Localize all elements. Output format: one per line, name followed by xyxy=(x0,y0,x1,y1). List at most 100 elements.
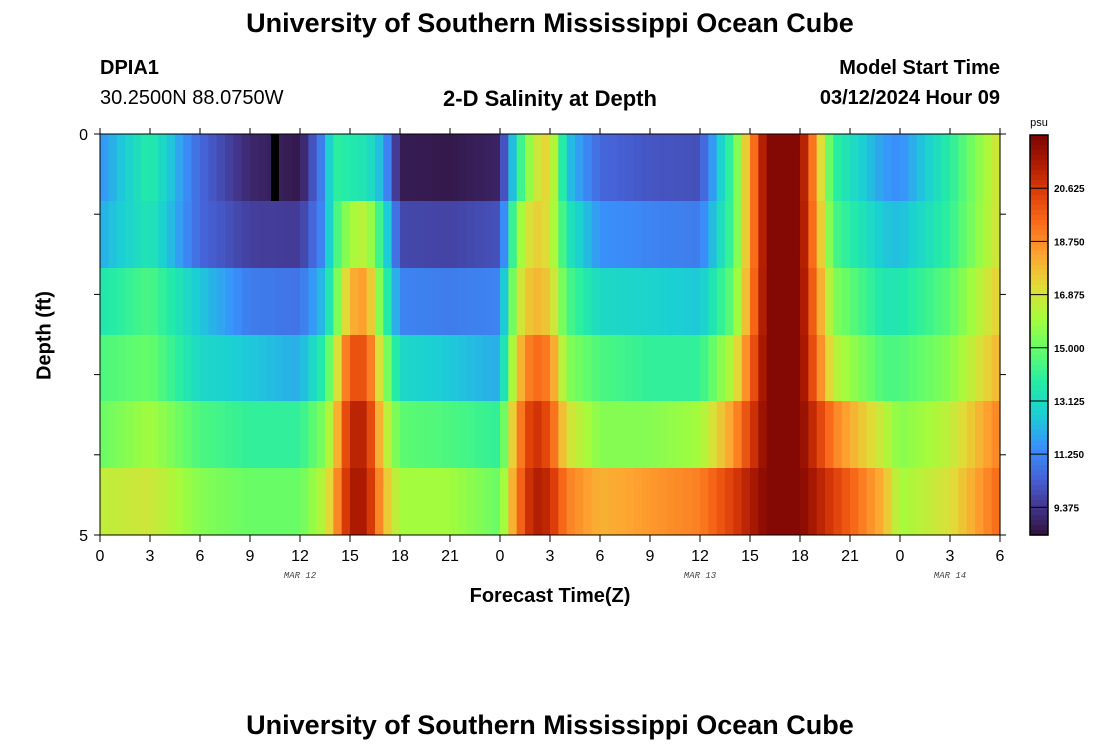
heatmap-cell xyxy=(708,335,718,401)
heatmap-cell xyxy=(133,401,143,468)
heatmap-cell xyxy=(191,201,201,268)
heatmap-cell xyxy=(900,468,909,535)
heatmap-cell xyxy=(641,268,651,335)
colorbar-segment xyxy=(1030,265,1048,271)
colorbar-segment xyxy=(1030,190,1048,196)
x-tick-label: 15 xyxy=(341,548,359,565)
colorbar-segment xyxy=(1030,280,1048,286)
heatmap-cell xyxy=(883,468,893,535)
colorbar-segment xyxy=(1030,145,1048,151)
heatmap-cell xyxy=(433,335,443,401)
heatmap-cell xyxy=(616,268,626,335)
heatmap-cell xyxy=(591,401,601,468)
heatmap-cell xyxy=(233,201,243,268)
heatmap-cell xyxy=(166,134,176,201)
colorbar-segment xyxy=(1030,305,1048,311)
heatmap-cell xyxy=(650,401,659,468)
colorbar-segment xyxy=(1030,365,1048,371)
heatmap-cell xyxy=(666,401,676,468)
heatmap-cell xyxy=(941,401,951,468)
x-tick-label: 15 xyxy=(741,548,759,565)
heatmap-cell xyxy=(391,268,401,335)
heatmap-cell xyxy=(766,134,776,201)
heatmap-cell xyxy=(491,268,501,335)
heatmap-cell xyxy=(450,401,459,468)
heatmap-cell xyxy=(691,468,701,535)
heatmap-cell xyxy=(716,468,726,535)
colorbar-tick-label: 16.875 xyxy=(1054,291,1085,302)
heatmap-cell xyxy=(133,468,143,535)
colorbar-segment xyxy=(1030,385,1048,391)
heatmap-cell xyxy=(841,268,851,335)
heatmap-cell xyxy=(341,201,351,268)
heatmap-cell xyxy=(733,468,743,535)
heatmap-cell xyxy=(725,468,734,535)
heatmap-cell xyxy=(508,401,518,468)
heatmap-cell xyxy=(883,201,893,268)
heatmap-cell xyxy=(458,401,468,468)
heatmap-cell xyxy=(783,268,793,335)
heatmap-cell xyxy=(566,268,576,335)
heatmap-cell xyxy=(283,201,293,268)
heatmap-cell xyxy=(583,335,593,401)
heatmap-cell xyxy=(308,335,318,401)
heatmap-cell xyxy=(533,268,543,335)
heatmap-cell xyxy=(375,401,384,468)
heatmap-cell xyxy=(491,201,501,268)
heatmap-cell xyxy=(225,401,234,468)
heatmap-cell xyxy=(125,401,134,468)
heatmap-cell xyxy=(966,134,976,201)
heatmap-cell xyxy=(466,335,476,401)
heatmap-cell xyxy=(258,134,268,201)
heatmap-cell xyxy=(641,201,651,268)
heatmap-cell xyxy=(633,401,643,468)
colorbar-segment xyxy=(1030,360,1048,366)
colorbar-segment xyxy=(1030,215,1048,221)
heatmap-cell xyxy=(333,468,343,535)
heatmap-cell xyxy=(150,201,159,268)
colorbar-segment xyxy=(1030,335,1048,341)
heatmap-cell xyxy=(450,201,459,268)
heatmap-cell xyxy=(175,468,184,535)
heatmap-cell xyxy=(458,201,468,268)
heatmap-cell xyxy=(550,268,559,335)
heatmap-cell xyxy=(875,134,884,201)
heatmap-cell xyxy=(150,134,159,201)
colorbar-tick-label: 18.750 xyxy=(1054,237,1085,248)
heatmap-cell xyxy=(791,335,801,401)
heatmap-cell xyxy=(491,401,501,468)
heatmap-cell xyxy=(208,401,218,468)
heatmap-cell xyxy=(216,268,226,335)
heatmap-cell xyxy=(558,268,568,335)
x-tick-label: 21 xyxy=(841,548,859,565)
heatmap-cell xyxy=(900,134,909,201)
heatmap-cell xyxy=(183,401,193,468)
heatmap-cell xyxy=(316,201,326,268)
heatmap-cell xyxy=(675,201,684,268)
heatmap-cell xyxy=(400,468,409,535)
heatmap-cell xyxy=(116,401,126,468)
heatmap-cell xyxy=(275,468,284,535)
heatmap-cell xyxy=(225,134,234,201)
heatmap-cell xyxy=(908,134,918,201)
heatmap-cell xyxy=(341,268,351,335)
heatmap-cell xyxy=(516,468,526,535)
heatmap-cell xyxy=(575,335,584,401)
colorbar-segment xyxy=(1030,225,1048,231)
heatmap-cell xyxy=(616,401,626,468)
data-gap-marker xyxy=(271,134,279,201)
colorbar-tick-label: 9.375 xyxy=(1054,503,1079,514)
heatmap-cell xyxy=(858,134,868,201)
heatmap-cell xyxy=(783,201,793,268)
heatmap-cell xyxy=(400,268,409,335)
heatmap-cell xyxy=(233,468,243,535)
heatmap-cell xyxy=(766,335,776,401)
heatmap-cell xyxy=(391,468,401,535)
heatmap-cell xyxy=(733,268,743,335)
heatmap-cell xyxy=(600,401,609,468)
heatmap-cell xyxy=(933,468,943,535)
heatmap-cell xyxy=(200,134,209,201)
heatmap-cell xyxy=(958,468,968,535)
heatmap-cell xyxy=(633,134,643,201)
